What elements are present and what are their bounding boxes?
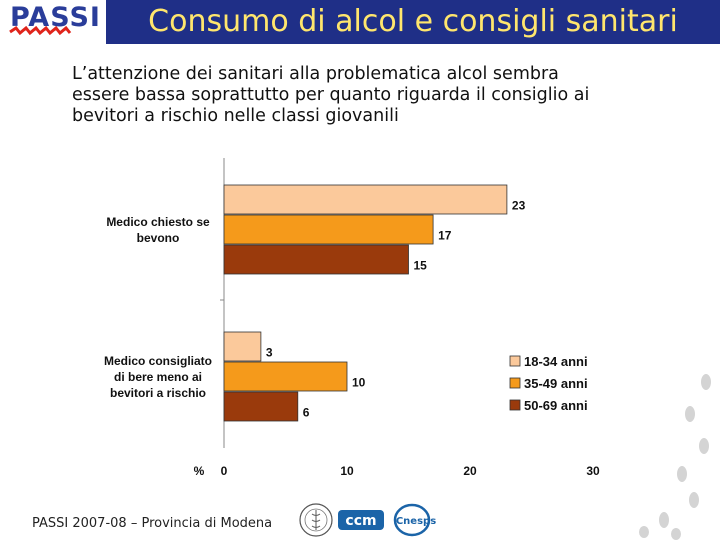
x-tick-label: 0	[221, 464, 228, 478]
svg-text:ccm: ccm	[345, 513, 376, 529]
legend-entry: 50-69 anni	[524, 398, 588, 413]
bar-data-label: 10	[352, 376, 366, 390]
category-label: bevitori a rischio	[110, 386, 206, 400]
bar-data-label: 23	[512, 199, 526, 213]
footer-text: PASSI 2007-08 – Provincia di Modena	[32, 516, 273, 531]
bar-chart: 23 17 15 Medico chiesto se bevono 3 10 6 Medico …	[104, 158, 600, 478]
bar-data-label: 15	[414, 259, 428, 273]
bar	[223, 214, 434, 245]
page-title: Consumo di alcol e consigli sanitari	[148, 4, 678, 39]
legend-entry: 35-49 anni	[524, 376, 588, 391]
category-label: di bere meno ai	[114, 370, 202, 384]
svg-text:Cnesps: Cnesps	[396, 516, 436, 527]
bar-data-label: 6	[303, 406, 310, 420]
iss-seal-icon	[299, 503, 333, 537]
bar-data-label: 3	[266, 346, 273, 360]
x-tick-label: 10	[340, 464, 354, 478]
bar	[223, 361, 348, 392]
bar-data-label: 17	[438, 229, 452, 243]
subtitle-line: bevitori a rischio nelle classi giovanil…	[72, 106, 399, 126]
x-tick-label: 30	[586, 464, 600, 478]
title-bar: Consumo di alcol e consigli sanitari	[106, 0, 720, 44]
x-axis-label: %	[194, 464, 205, 478]
legend-entry: 18-34 anni	[524, 354, 588, 369]
bar	[223, 331, 262, 362]
bar	[223, 184, 508, 215]
logo-text: PASSI	[10, 2, 101, 33]
category-label: Medico chiesto se	[106, 215, 210, 229]
bar	[223, 244, 409, 275]
footprints-decoration-icon	[639, 374, 711, 540]
legend-swatch	[509, 377, 521, 389]
cnesps-logo-icon: Cnesps	[393, 503, 436, 537]
bar	[223, 391, 299, 422]
subtitle: L’attenzione dei sanitari alla problemat…	[72, 64, 692, 127]
passi-logo: PASSI	[4, 2, 104, 42]
x-tick-label: 20	[463, 464, 477, 478]
category-label: bevono	[137, 231, 180, 245]
ccm-logo-icon: ccm	[338, 510, 384, 530]
passi-logo-icon	[9, 25, 72, 36]
header: PASSI Consumo di alcol e consigli sanita…	[0, 0, 720, 46]
category-label: Medico consigliato	[104, 354, 212, 368]
legend-swatch	[509, 399, 521, 411]
legend-swatch	[509, 355, 521, 367]
subtitle-line: essere bassa soprattutto per quanto rigu…	[72, 85, 590, 105]
subtitle-line: L’attenzione dei sanitari alla problemat…	[72, 64, 559, 84]
